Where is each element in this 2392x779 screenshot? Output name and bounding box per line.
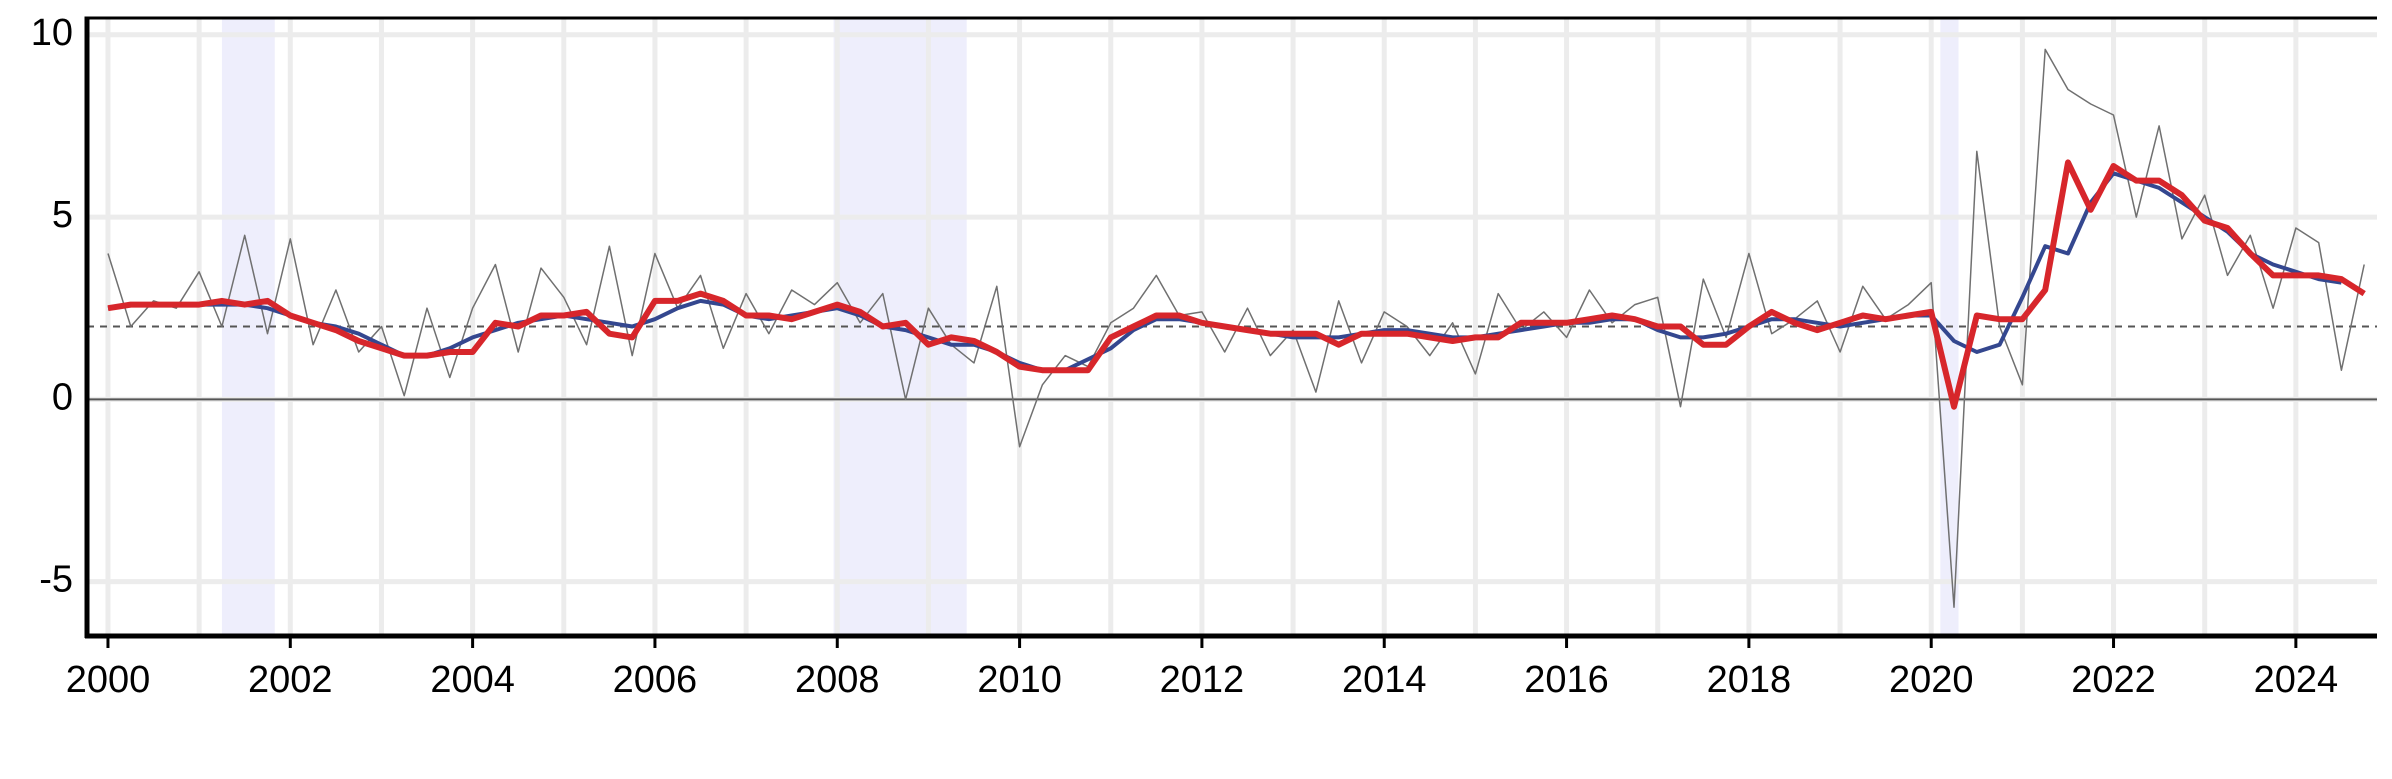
y-tick-label: 5: [52, 194, 73, 236]
x-tick-label: 2004: [430, 659, 515, 701]
x-tick-label: 2018: [1707, 659, 1792, 701]
y-tick-label: 10: [31, 12, 73, 54]
series-line: [107, 159, 2366, 410]
x-tick-label: 2022: [2071, 659, 2156, 701]
x-tick-label: 2012: [1160, 659, 1245, 701]
x-tick-label: 2002: [248, 659, 333, 701]
y-tick-label: 0: [52, 376, 73, 418]
x-tick-label: 2014: [1342, 659, 1427, 701]
x-tick-label: 2006: [613, 659, 698, 701]
series-line: [107, 171, 2342, 373]
x-tick-label: 2008: [795, 659, 880, 701]
x-tick-label: 2024: [2254, 659, 2339, 701]
y-tick-label: -5: [39, 559, 73, 601]
x-tick-label: 2016: [1524, 659, 1609, 701]
x-tick-label: 2010: [977, 659, 1062, 701]
x-tick-label: 2000: [66, 659, 151, 701]
x-tick-label: 2020: [1889, 659, 1974, 701]
